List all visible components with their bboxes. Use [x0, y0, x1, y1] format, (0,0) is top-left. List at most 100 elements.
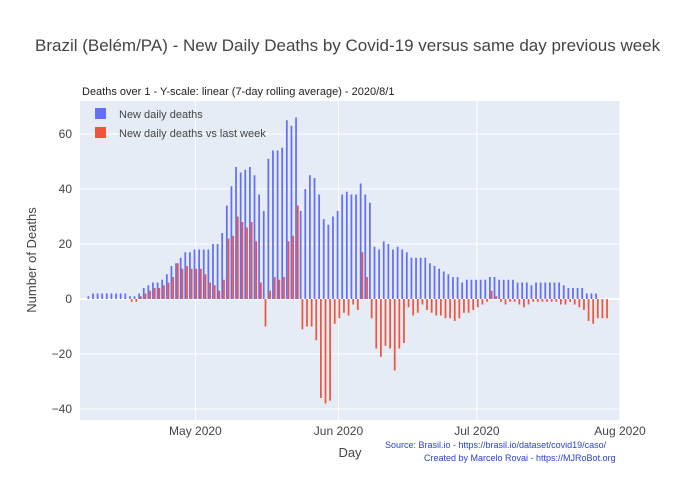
bar-new-daily-deaths-vs-last-week[interactable] — [555, 299, 558, 302]
bar-new-daily-deaths-vs-last-week[interactable] — [338, 299, 341, 319]
bar-new-daily-deaths[interactable] — [92, 293, 94, 300]
bar-new-daily-deaths-vs-last-week[interactable] — [130, 299, 133, 302]
bar-new-daily-deaths[interactable] — [410, 257, 413, 299]
bar-new-daily-deaths-vs-last-week[interactable] — [315, 299, 318, 341]
bar-new-daily-deaths[interactable] — [567, 288, 570, 299]
bar-new-daily-deaths-vs-last-week[interactable] — [458, 299, 461, 319]
bar-new-daily-deaths[interactable] — [207, 249, 210, 300]
bar-new-daily-deaths[interactable] — [452, 277, 454, 299]
bar-new-daily-deaths[interactable] — [87, 296, 90, 299]
bar-new-daily-deaths-vs-last-week[interactable] — [606, 299, 608, 319]
bar-new-daily-deaths-vs-last-week[interactable] — [573, 299, 576, 305]
bar-new-daily-deaths[interactable] — [525, 282, 528, 300]
bar-new-daily-deaths-vs-last-week[interactable] — [241, 222, 244, 299]
bar-new-daily-deaths-vs-last-week[interactable] — [587, 299, 590, 321]
bar-new-daily-deaths[interactable] — [189, 252, 191, 299]
bar-new-daily-deaths-vs-last-week[interactable] — [320, 299, 322, 398]
bar-new-daily-deaths-vs-last-week[interactable] — [393, 299, 396, 371]
bar-new-daily-deaths-vs-last-week[interactable] — [564, 299, 567, 305]
bar-new-daily-deaths-vs-last-week[interactable] — [227, 238, 230, 300]
bar-new-daily-deaths-vs-last-week[interactable] — [481, 299, 484, 305]
bar-new-daily-deaths[interactable] — [553, 282, 556, 300]
bar-new-daily-deaths-vs-last-week[interactable] — [158, 288, 161, 299]
bar-new-daily-deaths[interactable] — [585, 293, 588, 300]
bar-new-daily-deaths[interactable] — [373, 246, 376, 299]
bar-new-daily-deaths-vs-last-week[interactable] — [149, 290, 151, 299]
bar-new-daily-deaths-vs-last-week[interactable] — [421, 299, 424, 305]
bar-new-daily-deaths[interactable] — [364, 194, 367, 300]
bar-new-daily-deaths[interactable] — [438, 268, 440, 299]
bar-new-daily-deaths[interactable] — [359, 183, 362, 300]
bar-new-daily-deaths-vs-last-week[interactable] — [412, 299, 415, 316]
bar-new-daily-deaths[interactable] — [239, 172, 242, 300]
bar-new-daily-deaths[interactable] — [355, 194, 357, 300]
bar-new-daily-deaths-vs-last-week[interactable] — [370, 299, 373, 319]
bar-new-daily-deaths-vs-last-week[interactable] — [264, 299, 267, 327]
bar-new-daily-deaths-vs-last-week[interactable] — [218, 290, 221, 299]
bar-new-daily-deaths-vs-last-week[interactable] — [135, 299, 138, 302]
bar-new-daily-deaths-vs-last-week[interactable] — [407, 299, 410, 308]
bar-new-daily-deaths-vs-last-week[interactable] — [518, 299, 521, 305]
bar-new-daily-deaths-vs-last-week[interactable] — [380, 299, 382, 357]
bar-new-daily-deaths-vs-last-week[interactable] — [190, 268, 193, 299]
bar-new-daily-deaths[interactable] — [110, 293, 113, 300]
bar-new-daily-deaths-vs-last-week[interactable] — [153, 288, 156, 299]
bar-new-daily-deaths-vs-last-week[interactable] — [375, 299, 378, 349]
bar-new-daily-deaths[interactable] — [253, 175, 256, 299]
bar-new-daily-deaths-vs-last-week[interactable] — [495, 296, 498, 299]
bar-new-daily-deaths-vs-last-week[interactable] — [541, 299, 544, 302]
bar-new-daily-deaths[interactable] — [198, 249, 200, 300]
bar-new-daily-deaths[interactable] — [336, 211, 339, 299]
bar-new-daily-deaths-vs-last-week[interactable] — [172, 277, 175, 299]
bar-new-daily-deaths-vs-last-week[interactable] — [186, 266, 188, 299]
bar-new-daily-deaths[interactable] — [147, 285, 150, 299]
bar-new-daily-deaths-vs-last-week[interactable] — [176, 263, 179, 299]
bar-new-daily-deaths[interactable] — [470, 279, 473, 299]
bar-new-daily-deaths[interactable] — [221, 233, 224, 299]
bar-new-daily-deaths-vs-last-week[interactable] — [352, 299, 355, 305]
bar-new-daily-deaths[interactable] — [433, 266, 436, 299]
bar-new-daily-deaths[interactable] — [350, 194, 353, 300]
bar-new-daily-deaths[interactable] — [341, 194, 344, 300]
bar-new-daily-deaths-vs-last-week[interactable] — [569, 299, 571, 302]
bar-new-daily-deaths-vs-last-week[interactable] — [167, 282, 170, 300]
bar-new-daily-deaths-vs-last-week[interactable] — [287, 241, 290, 299]
bar-new-daily-deaths-vs-last-week[interactable] — [403, 299, 405, 343]
bar-new-daily-deaths[interactable] — [258, 194, 260, 300]
bar-new-daily-deaths-vs-last-week[interactable] — [278, 279, 281, 299]
bar-new-daily-deaths-vs-last-week[interactable] — [250, 222, 253, 299]
bar-new-daily-deaths[interactable] — [272, 150, 274, 300]
bar-new-daily-deaths-vs-last-week[interactable] — [430, 299, 433, 313]
bar-new-daily-deaths-vs-last-week[interactable] — [204, 274, 207, 299]
bar-new-daily-deaths[interactable] — [493, 277, 496, 299]
bar-new-daily-deaths[interactable] — [572, 288, 574, 299]
bar-new-daily-deaths-vs-last-week[interactable] — [213, 285, 216, 299]
bar-new-daily-deaths[interactable] — [590, 293, 593, 300]
bar-new-daily-deaths[interactable] — [465, 279, 468, 299]
bar-new-daily-deaths[interactable] — [304, 189, 307, 299]
bar-new-daily-deaths-vs-last-week[interactable] — [232, 235, 235, 299]
legend-swatch-vs-last-week[interactable] — [95, 127, 106, 138]
bar-new-daily-deaths[interactable] — [193, 249, 196, 300]
bar-new-daily-deaths[interactable] — [161, 279, 164, 299]
bar-new-daily-deaths[interactable] — [318, 194, 320, 300]
bar-new-daily-deaths-vs-last-week[interactable] — [500, 299, 502, 302]
bar-new-daily-deaths-vs-last-week[interactable] — [463, 299, 465, 313]
bar-new-daily-deaths[interactable] — [184, 252, 187, 299]
bar-new-daily-deaths[interactable] — [276, 150, 279, 300]
bar-new-daily-deaths-vs-last-week[interactable] — [449, 299, 451, 319]
bar-new-daily-deaths[interactable] — [96, 293, 99, 300]
bar-new-daily-deaths[interactable] — [479, 279, 482, 299]
bar-new-daily-deaths-vs-last-week[interactable] — [490, 290, 493, 299]
bar-new-daily-deaths-vs-last-week[interactable] — [209, 282, 211, 300]
bar-new-daily-deaths[interactable] — [447, 274, 450, 299]
bar-new-daily-deaths-vs-last-week[interactable] — [596, 299, 599, 319]
bar-new-daily-deaths-vs-last-week[interactable] — [283, 277, 285, 299]
bar-new-daily-deaths[interactable] — [142, 288, 145, 299]
legend-label-new-daily-deaths[interactable]: New daily deaths — [119, 109, 203, 121]
bar-new-daily-deaths-vs-last-week[interactable] — [532, 299, 535, 302]
bar-new-daily-deaths-vs-last-week[interactable] — [200, 268, 202, 299]
bar-new-daily-deaths-vs-last-week[interactable] — [223, 279, 225, 299]
bar-new-daily-deaths-vs-last-week[interactable] — [504, 299, 507, 305]
bar-new-daily-deaths[interactable] — [124, 293, 127, 300]
